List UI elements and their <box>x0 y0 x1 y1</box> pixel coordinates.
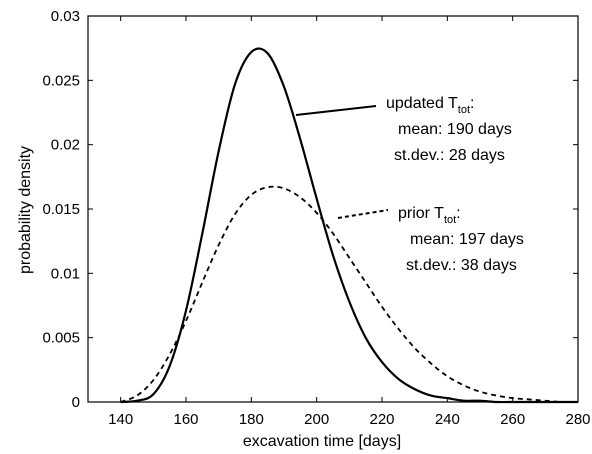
series-line-updated <box>120 47 578 404</box>
annotation-prior-mean: mean: 197 days <box>410 231 524 248</box>
annotation-updated-sd: st.dev.: 28 days <box>394 147 505 164</box>
x-tick-label: 200 <box>304 411 329 428</box>
y-tick-label: 0.005 <box>42 330 80 347</box>
plot-frame <box>87 15 579 403</box>
x-tick-label: 160 <box>173 411 198 428</box>
y-tick-label: 0.025 <box>42 72 80 89</box>
y-tick-label: 0.015 <box>42 201 80 218</box>
annotation-prior-name: prior T <box>398 205 444 222</box>
x-tick-label: 220 <box>369 411 394 428</box>
y-tick-label: 0.03 <box>51 8 80 25</box>
ticks: 140 160 180 200 220 240 260 280 0 0.005 0.01 0.015 0… <box>42 8 590 428</box>
annotation-prior-sd: st.dev.: 38 days <box>406 257 517 274</box>
annotation-updated-name: updated T <box>386 95 458 112</box>
annotation-prior-colon: : <box>456 205 460 222</box>
annotation-prior: prior Ttot: mean: 197 days st.dev.: 38 d… <box>337 205 524 274</box>
x-tick-label: 280 <box>565 411 590 428</box>
y-tick-label: 0 <box>72 394 80 411</box>
annotation-leader-updated <box>295 105 377 116</box>
x-tick-label: 240 <box>435 411 460 428</box>
y-axis-label: probability density <box>17 146 34 274</box>
annotation-leader-prior <box>337 209 389 219</box>
x-axis-label: excavation time [days] <box>243 433 401 450</box>
axes <box>87 15 579 403</box>
annotation-prior-subscript: tot <box>444 214 456 226</box>
annotation-updated-mean: mean: 190 days <box>398 121 512 138</box>
annotation-updated-subscript: tot <box>458 104 470 116</box>
series-line-prior <box>120 185 579 403</box>
x-tick-label: 140 <box>108 411 133 428</box>
series-lines <box>120 47 579 404</box>
x-tick-label: 260 <box>500 411 525 428</box>
annotation-updated: updated Ttot: mean: 190 days st.dev.: 28… <box>295 95 512 164</box>
y-tick-label: 0.02 <box>51 137 80 154</box>
annotation-prior-title: prior Ttot: <box>398 205 461 226</box>
x-tick-label: 180 <box>239 411 264 428</box>
annotation-updated-colon: : <box>470 95 474 112</box>
y-tick-label: 0.01 <box>51 265 80 282</box>
annotation-updated-title: updated Ttot: <box>386 95 474 116</box>
